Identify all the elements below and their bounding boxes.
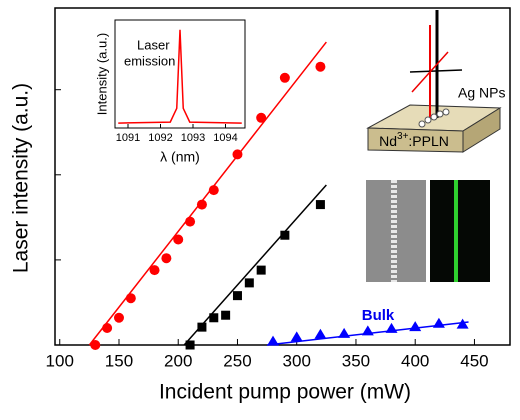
x-tick-label: 400 [401, 351, 429, 370]
point [314, 328, 327, 339]
point [197, 322, 207, 332]
inset-annotation: Laser [137, 37, 170, 52]
point [385, 322, 398, 333]
crystal-label-part: :PPLN [408, 133, 448, 149]
point [185, 216, 196, 227]
particles [418, 108, 450, 128]
particles-label: Ag NPs [458, 85, 505, 101]
y-axis-title: Laser intensity (a.u.) [10, 83, 33, 273]
point [456, 318, 469, 329]
x-tick-label: 250 [223, 351, 251, 370]
x-tick-label: 450 [460, 351, 488, 370]
point [149, 265, 160, 276]
point [290, 331, 303, 342]
plot-frame [54, 7, 511, 346]
particle [418, 120, 426, 128]
crystal-label-part: Nd [379, 133, 397, 149]
spectrum [118, 29, 242, 124]
point [280, 230, 290, 240]
point [90, 340, 101, 350]
point [113, 312, 124, 323]
x-tick-label: 350 [342, 351, 370, 370]
point [409, 321, 422, 332]
point [244, 278, 254, 288]
x-tick-label: 150 [105, 351, 133, 370]
point [432, 317, 445, 328]
point [102, 322, 113, 333]
x-tick-label: 200 [164, 351, 192, 370]
point [279, 72, 290, 83]
crystal-side [462, 107, 501, 153]
x-tick-label: 300 [283, 351, 311, 370]
point [267, 335, 280, 346]
point [185, 340, 195, 350]
x-tick-label: 1093 [181, 132, 205, 144]
particle [436, 110, 444, 118]
x-tick-label: 1092 [148, 132, 172, 144]
point [209, 313, 219, 323]
point [173, 234, 184, 245]
particle [430, 113, 438, 121]
point [256, 112, 267, 123]
polarization-arrow [409, 69, 463, 73]
crystal-label: Nd3+:PPLN [379, 131, 449, 149]
point [338, 327, 351, 338]
inset-y-title: Intensity (a.u.) [94, 33, 109, 115]
x-axis-title: Incident pump power (mW) [159, 381, 411, 404]
annotation: Bulk [362, 307, 395, 324]
fit-line [183, 184, 327, 346]
illustration: Ag NPs Nd3+:PPLN [366, 10, 505, 282]
fluorescence-image [430, 180, 490, 282]
point [208, 185, 219, 196]
particle [424, 116, 432, 124]
point [221, 310, 231, 320]
point [361, 325, 374, 336]
x-tick-label: 100 [46, 351, 74, 370]
point [256, 265, 266, 275]
inset-x-title: λ (nm) [160, 149, 200, 165]
point [161, 253, 172, 264]
point [232, 149, 243, 160]
particle [442, 108, 450, 116]
x-tick-label: 1094 [213, 132, 237, 144]
point [315, 200, 325, 210]
x-tick-label: 1091 [116, 132, 140, 144]
point [232, 291, 242, 301]
inset-annotation: emission [124, 53, 175, 68]
polarization-arrow [411, 51, 449, 93]
crystal-label-part: 3+ [397, 131, 409, 142]
point [315, 61, 326, 72]
point [125, 293, 136, 304]
point [196, 199, 207, 210]
